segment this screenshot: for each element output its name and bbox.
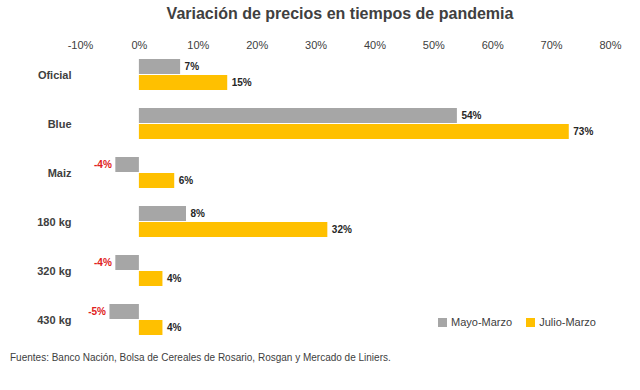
html-text:Julio-Marzo: Julio-Marzo <box>539 316 596 328</box>
svg-text:54%: 54% <box>461 110 481 121</box>
svg-text:Maiz: Maiz <box>48 167 72 179</box>
html-text:Variación de precios en tiempo: Variación de precios en tiempos de pande… <box>166 5 514 22</box>
svg-text:-4%: -4% <box>94 257 112 268</box>
svg-text:8%: 8% <box>191 208 206 219</box>
svg-text:-5%: -5% <box>88 306 106 317</box>
svg-text:Oficial: Oficial <box>38 69 72 81</box>
svg-text:80%: 80% <box>599 39 621 51</box>
svg-text:180 kg: 180 kg <box>37 216 71 228</box>
svg-text:0%: 0% <box>131 39 147 51</box>
svg-text:70%: 70% <box>541 39 563 51</box>
svg-text:10%: 10% <box>187 39 209 51</box>
html-text:Fuentes: Banco Nación, Bolsa d: Fuentes: Banco Nación, Bolsa de Cereales… <box>10 352 391 363</box>
svg-text:60%: 60% <box>482 39 504 51</box>
svg-text:50%: 50% <box>423 39 445 51</box>
svg-text:Blue: Blue <box>48 118 72 130</box>
svg-text:-10%: -10% <box>68 39 94 51</box>
svg-text:4%: 4% <box>167 322 182 333</box>
svg-text:73%: 73% <box>573 126 593 137</box>
svg-text:32%: 32% <box>332 224 352 235</box>
svg-text:30%: 30% <box>305 39 327 51</box>
svg-text:6%: 6% <box>179 175 194 186</box>
svg-text:-4%: -4% <box>94 159 112 170</box>
svg-text:430 kg: 430 kg <box>37 314 71 326</box>
svg-text:320 kg: 320 kg <box>37 265 71 277</box>
svg-text:7%: 7% <box>185 61 200 72</box>
svg-text:15%: 15% <box>232 77 252 88</box>
html-text:Mayo-Marzo: Mayo-Marzo <box>451 316 513 328</box>
svg-text:40%: 40% <box>364 39 386 51</box>
svg-text:4%: 4% <box>167 273 182 284</box>
svg-text:20%: 20% <box>246 39 268 51</box>
